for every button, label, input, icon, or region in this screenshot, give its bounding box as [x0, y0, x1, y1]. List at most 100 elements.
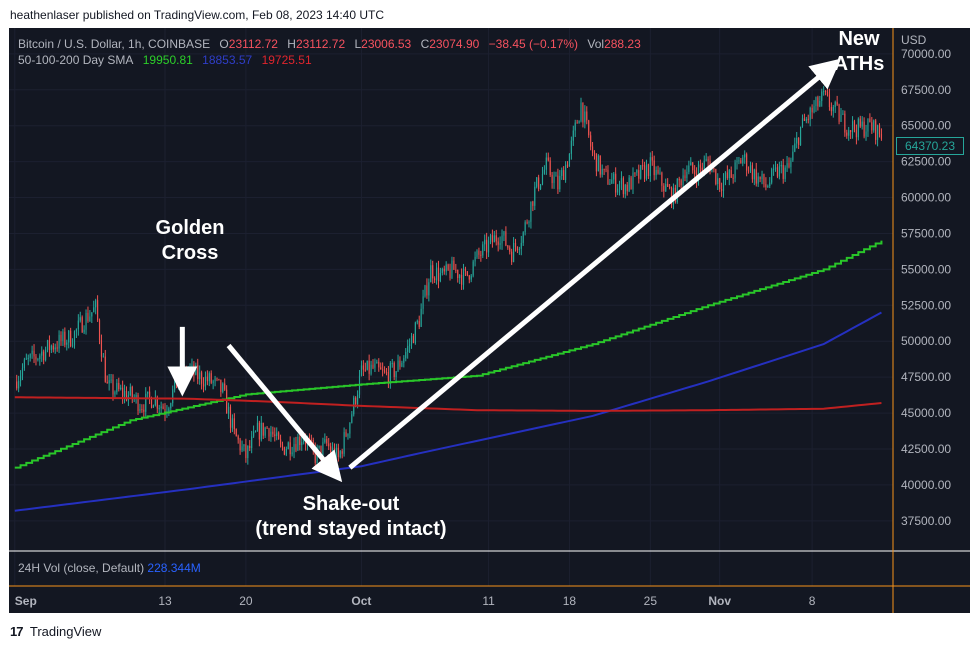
candle-body	[836, 102, 838, 105]
candle-body	[122, 387, 124, 397]
candle-body	[229, 406, 232, 428]
candle-body	[649, 157, 651, 176]
candle-body	[509, 247, 511, 252]
candle-body	[599, 155, 601, 175]
candle-body	[216, 378, 218, 380]
candle-body	[721, 189, 723, 191]
candle-body	[54, 347, 56, 350]
sma-line-200	[14, 396, 882, 412]
candle-body	[410, 335, 413, 345]
candle-body	[46, 340, 49, 350]
candle-body	[260, 422, 262, 440]
candle-body	[64, 331, 66, 345]
candle-body	[630, 177, 632, 190]
candle-body	[222, 383, 224, 392]
candle-body	[333, 447, 336, 460]
candle-body	[717, 178, 719, 185]
candle-body	[811, 107, 813, 113]
candle-body	[412, 335, 415, 344]
candle-body	[597, 155, 599, 172]
candle-body	[189, 367, 191, 371]
candle-body	[867, 118, 869, 132]
candle-body	[809, 107, 811, 120]
y-tick-label: 57500.00	[901, 226, 951, 240]
chart-frame[interactable]: 37500.00 40000.00 42500.00 45000.00 47500.00…	[9, 28, 970, 613]
candle-body	[559, 176, 561, 190]
candle-body	[79, 317, 81, 321]
candle-body	[605, 168, 607, 170]
candle-body	[586, 111, 588, 121]
candle-body	[491, 235, 493, 243]
candle-body	[719, 178, 721, 190]
sma50-value: 19950.81	[142, 53, 193, 67]
candle-body	[220, 379, 222, 392]
candle-body	[522, 232, 524, 243]
candle-body	[774, 167, 777, 169]
candle-body	[759, 176, 761, 180]
open-value: 23112.72	[228, 37, 278, 51]
change-value: −38.45 (−0.17%)	[488, 37, 579, 51]
candle-body	[495, 235, 497, 242]
candle-body	[195, 365, 197, 375]
candle-body	[326, 439, 328, 444]
symbol-legend: Bitcoin / U.S. Dollar, 1h, COINBASE O231…	[18, 36, 641, 68]
price-chart[interactable]: 37500.00 40000.00 42500.00 45000.00 47500.00…	[9, 28, 970, 613]
candle-body	[826, 91, 829, 95]
candle-body	[98, 320, 101, 341]
x-tick-label: Nov	[708, 594, 731, 608]
candle-body	[865, 131, 867, 137]
candle-body	[869, 118, 871, 123]
candle-body	[174, 378, 176, 390]
candle-body	[268, 428, 270, 437]
candle-body	[663, 185, 665, 192]
candle-body	[56, 347, 58, 349]
shake-out-label: Shake-out (trend stayed intact)	[255, 493, 447, 540]
high-value: 23112.72	[295, 37, 346, 51]
candle-body	[123, 391, 126, 397]
candle-body	[206, 376, 208, 382]
candle-body	[339, 451, 341, 458]
candle-body	[871, 122, 873, 131]
candle-body	[570, 140, 572, 154]
candle-body	[62, 331, 64, 341]
candle-body	[45, 349, 47, 361]
y-tick-label: 67500.00	[901, 83, 951, 97]
candle-body	[468, 275, 470, 280]
volume-value: 228.344M	[147, 561, 201, 575]
candle-body	[626, 184, 628, 192]
y-tick-label: 42500.00	[901, 442, 951, 456]
candle-body	[19, 375, 22, 382]
candle-body	[451, 260, 453, 279]
candle-body	[740, 160, 742, 164]
last-price-tag: 64370.23	[896, 137, 964, 155]
candle-body	[449, 269, 451, 279]
candle-body	[669, 186, 671, 189]
candle-body	[416, 321, 418, 323]
candle-body	[226, 389, 228, 414]
candle-body	[199, 372, 201, 380]
candle-body	[426, 285, 428, 296]
x-tick-label: 25	[644, 594, 658, 608]
candle-body	[877, 125, 879, 140]
candle-body	[374, 363, 376, 368]
candle-body	[335, 447, 337, 460]
candle-body	[50, 345, 52, 351]
candle-body	[461, 274, 463, 285]
candle-body	[815, 97, 817, 107]
candle-body	[828, 94, 831, 108]
candle-body	[71, 345, 74, 347]
candle-body	[730, 170, 732, 178]
candle-body	[753, 169, 755, 180]
close-value: 23074.90	[429, 37, 480, 51]
candle-body	[414, 322, 416, 344]
candle-body	[767, 186, 769, 188]
candle-body	[81, 317, 83, 333]
candle-body	[447, 264, 449, 270]
y-tick-label: 37500.00	[901, 514, 951, 528]
candle-body	[694, 170, 696, 175]
candle-body	[503, 231, 505, 236]
candle-body	[561, 170, 563, 177]
candle-body	[202, 383, 205, 387]
sma-line-50	[14, 240, 883, 469]
candle-body	[617, 188, 619, 193]
